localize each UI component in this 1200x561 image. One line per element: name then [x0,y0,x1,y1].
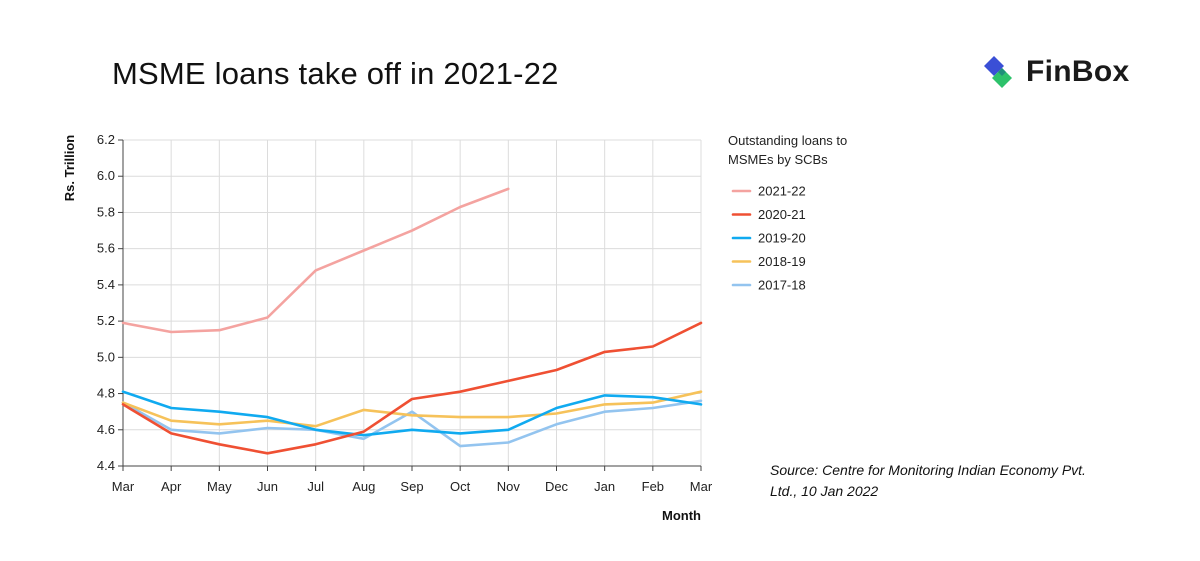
series-line-2020-21 [121,321,703,455]
x-tick-label: Apr [161,479,182,494]
legend-label: 2020-21 [758,207,806,222]
x-tick-label: Sep [400,479,423,494]
y-tick-label: 5.4 [97,277,115,292]
y-tick-label: 4.4 [97,458,115,473]
y-tick-label: 5.0 [97,349,115,364]
x-tick-label: Feb [642,479,664,494]
legend-title: Outstanding loans to [728,133,847,148]
y-tick-label: 6.2 [97,132,115,147]
y-tick-label: 5.2 [97,313,115,328]
y-tick-label: 6.0 [97,168,115,183]
y-tick-label: 5.8 [97,204,115,219]
y-axis-title: Rs. Trillion [62,135,77,202]
y-tick-label: 4.8 [97,386,115,401]
brand-name: FinBox [1026,55,1130,88]
finbox-logo-icon [984,56,1012,88]
brand-logo: FinBox [980,54,1129,90]
x-tick-label: Oct [450,479,471,494]
x-tick-label: May [207,479,232,494]
series-line-2021-22 [121,187,510,334]
x-tick-label: Mar [690,479,713,494]
series-line-2018-19 [121,390,703,428]
x-tick-label: Jan [594,479,615,494]
series-line-2019-20 [121,390,703,437]
legend-title: MSMEs by SCBs [728,152,828,167]
legend-label: 2021-22 [758,184,806,199]
x-tick-label: Mar [112,479,135,494]
source-note: Source: Centre for Monitoring Indian Eco… [770,462,1086,499]
legend-label: 2018-19 [758,254,806,269]
chart-title: MSME loans take off in 2021-22 [112,56,559,91]
series-line-2017-18 [121,399,703,448]
x-axis-title: Month [662,508,701,523]
legend-label: 2019-20 [758,231,806,246]
x-tick-label: Nov [497,479,521,494]
x-tick-label: Dec [545,479,569,494]
y-tick-label: 5.6 [97,241,115,256]
x-tick-label: Aug [352,479,375,494]
legend-label: 2017-18 [758,278,806,293]
x-tick-label: Jun [257,479,278,494]
x-tick-label: Jul [307,479,324,494]
y-tick-label: 4.6 [97,422,115,437]
